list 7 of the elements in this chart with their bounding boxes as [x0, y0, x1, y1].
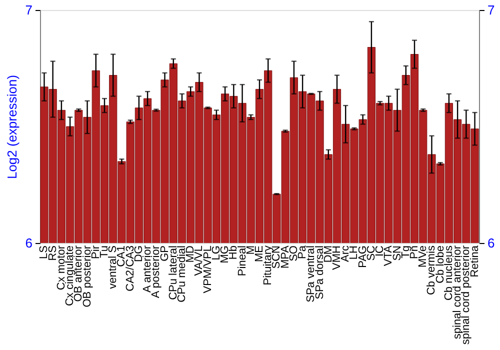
x-tick-label: OB posterior [81, 245, 94, 308]
y2-tick-label: 6 [488, 236, 495, 250]
x-tick-label: RS [46, 246, 59, 261]
x-tick-label: Retina [468, 244, 481, 278]
y-axis-title: Log2 (expression) [4, 74, 20, 180]
x-tick-label: Tg [400, 246, 412, 258]
y2-tick-label: 7 [488, 2, 495, 18]
